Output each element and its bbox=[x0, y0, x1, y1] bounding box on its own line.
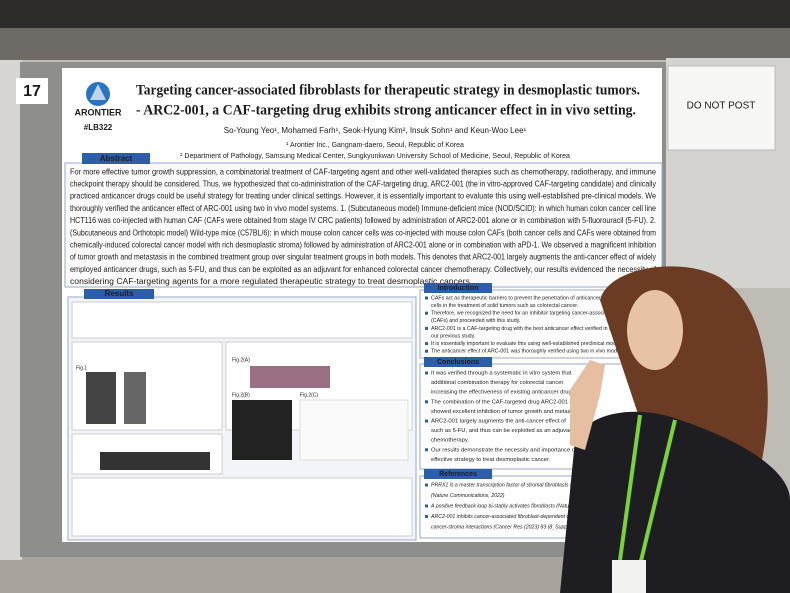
abstract-line: checkpoint therapy should be considered.… bbox=[70, 178, 657, 188]
bullet bbox=[425, 483, 428, 487]
references-heading: References bbox=[439, 471, 477, 478]
abstract-line: thoroughly verified the anticancer effec… bbox=[70, 203, 656, 213]
abstract-line: practiced anticancer drugs could be usef… bbox=[70, 191, 656, 201]
introduction-line: ARC2-001 is a CAF-targeting drug with th… bbox=[431, 326, 649, 332]
bullet bbox=[425, 504, 428, 508]
title-line: Targeting cancer-associated fibroblasts … bbox=[136, 82, 640, 98]
abstract-box bbox=[64, 162, 663, 288]
conclusions-line: increasing the effectiveness of existing… bbox=[431, 390, 577, 396]
left-panel bbox=[0, 60, 22, 560]
hand bbox=[570, 360, 605, 450]
figure-panel bbox=[71, 301, 413, 339]
introduction-line: Therefore, we recognized the need for an… bbox=[431, 311, 641, 317]
conclusions-line: The combination of the CAF-targeted drug… bbox=[431, 399, 579, 405]
abstract-line: chemically-induced colorectal cancer mod… bbox=[70, 239, 656, 249]
board-number: 17 bbox=[23, 83, 41, 100]
introduction-line: (CAFs) and proceeded with this study. bbox=[431, 318, 520, 324]
references-line: (Nature Communications, 2022) bbox=[431, 493, 505, 499]
conclusions-line: It was verified through a systematic in … bbox=[431, 371, 572, 377]
conclusions-line: showed excellent inhibition of tumor gro… bbox=[431, 409, 583, 415]
references-line: A positive feedback loop bi-stably activ… bbox=[430, 503, 614, 509]
results-heading: Results bbox=[105, 289, 134, 298]
bullet bbox=[425, 448, 428, 452]
jacket bbox=[560, 411, 790, 593]
abstract-heading: Abstract bbox=[100, 154, 133, 163]
conclusions-line: such as 5-FU, and thus can be exploited … bbox=[431, 428, 574, 434]
bullet bbox=[425, 311, 428, 315]
figure-label: Fig.2(A) bbox=[232, 357, 250, 363]
affiliation: ¹ Arontier Inc., Gangnam-daero, Seoul, R… bbox=[286, 142, 464, 149]
conclusions-line: chemotherapy. bbox=[431, 438, 469, 444]
bullet bbox=[425, 371, 428, 375]
sign-text: DO NOT POST bbox=[687, 101, 756, 112]
presenter bbox=[560, 266, 790, 593]
badge bbox=[612, 560, 646, 593]
abstract-line: (Subcutaneous and Orthotopic model) Wild… bbox=[70, 227, 656, 237]
figure-image bbox=[232, 400, 292, 460]
figure-label: Fig.1 bbox=[76, 365, 87, 371]
abstract-line: For more effective tumor growth suppress… bbox=[70, 166, 656, 176]
conclusions-line: ARC2-001 largely augments the anti-cance… bbox=[431, 419, 566, 425]
abstract-line: considering CAF-targeting agents for a m… bbox=[70, 276, 472, 286]
conclusions-line: Our results demonstrate the necessity an… bbox=[431, 447, 577, 453]
face bbox=[627, 290, 683, 370]
heading-tab bbox=[82, 153, 150, 164]
conclusions-line: effective strategy to treat desmoplastic… bbox=[431, 457, 551, 463]
number-card bbox=[16, 78, 48, 104]
affiliation: ² Department of Pathology, Samsung Medic… bbox=[180, 153, 570, 160]
introduction-line: cells in the treatment of solid tumors s… bbox=[431, 303, 578, 309]
hall-wall bbox=[0, 28, 790, 60]
figure-label: Fig.2(C) bbox=[300, 392, 318, 398]
title-line: - ARC2-001, a CAF-targeting drug exhibit… bbox=[136, 102, 636, 118]
heading-tab bbox=[84, 289, 154, 299]
logo-name: ARONTIER bbox=[75, 107, 123, 117]
conclusions-heading: Conclusions bbox=[437, 359, 479, 366]
heading-tab bbox=[424, 283, 492, 293]
introduction-line: CAFs act as therapeutic barriers to prev… bbox=[431, 295, 646, 301]
bullet bbox=[425, 342, 428, 346]
abstract-line: employed anticancer drugs, such as 5-FU,… bbox=[70, 264, 657, 274]
bullet bbox=[425, 515, 428, 518]
sign-card bbox=[667, 65, 776, 151]
heading-tab bbox=[424, 357, 492, 367]
references-line: PRRX1 is a master transcription factor o… bbox=[431, 482, 612, 488]
introduction-line: It is essentially important to evaluate … bbox=[431, 341, 624, 347]
column-text: CAFs act as therapeutic barriers to prev… bbox=[425, 295, 649, 530]
results-figures bbox=[71, 301, 413, 537]
references-line: cancer-stroma interactions (Cancer Res (… bbox=[431, 524, 604, 530]
abstract-line: HCT116 was co-injected with human CAF (C… bbox=[70, 215, 656, 225]
booth-id: #LB322 bbox=[84, 123, 113, 132]
figure-image bbox=[124, 372, 146, 424]
bullet bbox=[425, 349, 428, 353]
introduction-line: our previous study. bbox=[431, 333, 475, 339]
bullet bbox=[425, 419, 428, 423]
bullet bbox=[425, 296, 428, 300]
figure-legend bbox=[71, 477, 413, 537]
lanyard bbox=[618, 414, 677, 566]
figure-chart bbox=[299, 399, 409, 461]
introduction-line: The anticancer effect of ARC-001 was tho… bbox=[431, 349, 640, 355]
abstract-text: For more effective tumor growth suppress… bbox=[70, 166, 657, 286]
references-line: ARC2-001 inhibits cancer-associated fibr… bbox=[430, 514, 605, 520]
authors: So-Young Yeo¹, Mohamed Farh¹, Seok-Hyung… bbox=[224, 126, 527, 135]
logo-shape bbox=[90, 84, 106, 100]
bullet bbox=[425, 326, 428, 330]
abstract-line: of tumor growth and metastasis in the co… bbox=[70, 252, 657, 262]
heading-tab bbox=[424, 469, 492, 479]
figure-label: Fig.2(B) bbox=[232, 392, 250, 398]
introduction-heading: Introduction bbox=[438, 285, 479, 292]
bullet bbox=[425, 400, 428, 404]
figure-image bbox=[100, 452, 210, 470]
conclusions-line: additional combination therapy for color… bbox=[431, 380, 564, 386]
figure-image bbox=[250, 366, 330, 388]
figure-image bbox=[86, 372, 116, 424]
